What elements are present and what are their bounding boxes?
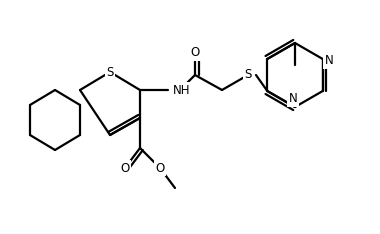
Text: O: O	[190, 47, 200, 59]
Text: O: O	[155, 161, 165, 175]
Text: N: N	[289, 92, 298, 105]
Text: NH: NH	[173, 84, 190, 96]
Text: S: S	[106, 66, 114, 78]
Text: O: O	[120, 161, 130, 175]
Text: S: S	[244, 69, 252, 81]
Text: N: N	[325, 55, 334, 67]
